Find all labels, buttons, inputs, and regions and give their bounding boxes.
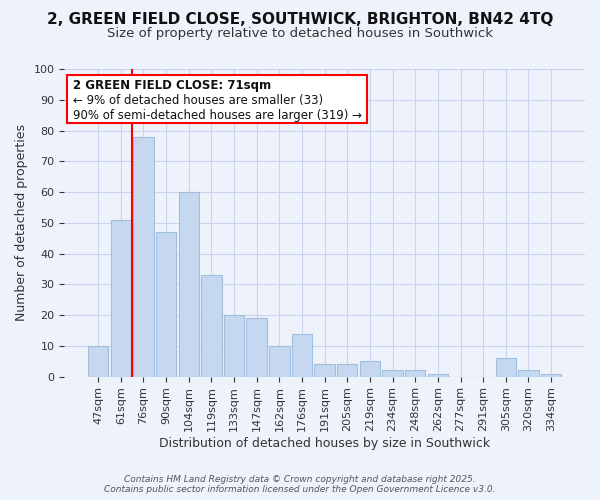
Bar xyxy=(360,361,380,376)
Bar xyxy=(224,315,244,376)
Text: ← 9% of detached houses are smaller (33): ← 9% of detached houses are smaller (33) xyxy=(73,94,323,107)
Bar xyxy=(428,374,448,376)
Bar xyxy=(314,364,335,376)
Bar xyxy=(133,136,154,376)
Text: Size of property relative to detached houses in Southwick: Size of property relative to detached ho… xyxy=(107,28,493,40)
Bar xyxy=(247,318,267,376)
Bar xyxy=(337,364,358,376)
Text: 2, GREEN FIELD CLOSE, SOUTHWICK, BRIGHTON, BN42 4TQ: 2, GREEN FIELD CLOSE, SOUTHWICK, BRIGHTO… xyxy=(47,12,553,28)
Bar xyxy=(88,346,109,376)
Bar xyxy=(110,220,131,376)
Y-axis label: Number of detached properties: Number of detached properties xyxy=(15,124,28,322)
Bar xyxy=(292,334,312,376)
Text: 2 GREEN FIELD CLOSE: 71sqm: 2 GREEN FIELD CLOSE: 71sqm xyxy=(73,79,271,92)
X-axis label: Distribution of detached houses by size in Southwick: Distribution of detached houses by size … xyxy=(159,437,490,450)
Text: Contains public sector information licensed under the Open Government Licence v3: Contains public sector information licen… xyxy=(104,485,496,494)
Text: 90% of semi-detached houses are larger (319) →: 90% of semi-detached houses are larger (… xyxy=(73,109,362,122)
Bar xyxy=(496,358,516,376)
Bar xyxy=(382,370,403,376)
Bar xyxy=(518,370,539,376)
Bar xyxy=(269,346,290,376)
Bar xyxy=(201,275,221,376)
Bar xyxy=(541,374,562,376)
Text: Contains HM Land Registry data © Crown copyright and database right 2025.: Contains HM Land Registry data © Crown c… xyxy=(124,475,476,484)
Bar xyxy=(179,192,199,376)
Bar xyxy=(405,370,425,376)
Bar xyxy=(156,232,176,376)
